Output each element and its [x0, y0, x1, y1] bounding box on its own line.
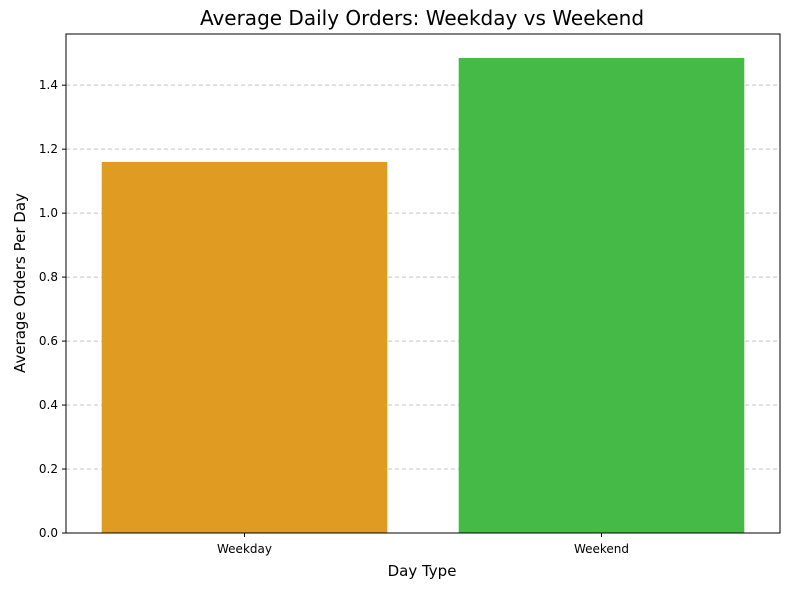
y-axis-ticks: 0.0 0.2 0.4 0.6 0.8 1.0 1.2 1.4 [39, 78, 66, 540]
bar-weekend [458, 57, 745, 533]
y-tick-label: 0.0 [39, 526, 58, 540]
x-tick-label: Weekend [574, 542, 629, 556]
y-tick-label: 0.2 [39, 462, 58, 476]
x-tick-label: Weekday [217, 542, 272, 556]
y-tick-label: 1.2 [39, 142, 58, 156]
plot-frame [65, 33, 781, 534]
y-tick-label: 1.4 [39, 78, 58, 92]
y-tick-label: 0.8 [39, 270, 58, 284]
x-axis-ticks: Weekday Weekend [217, 533, 629, 556]
chart-title: Average Daily Orders: Weekday vs Weekend [200, 6, 644, 30]
x-axis-title: Day Type [388, 562, 457, 580]
bar-weekday [101, 161, 388, 533]
y-axis-title: Average Orders Per Day [11, 193, 29, 373]
y-tick-label: 0.6 [39, 334, 58, 348]
y-tick-label: 0.4 [39, 398, 58, 412]
y-tick-label: 1.0 [39, 206, 58, 220]
bars [101, 57, 745, 533]
